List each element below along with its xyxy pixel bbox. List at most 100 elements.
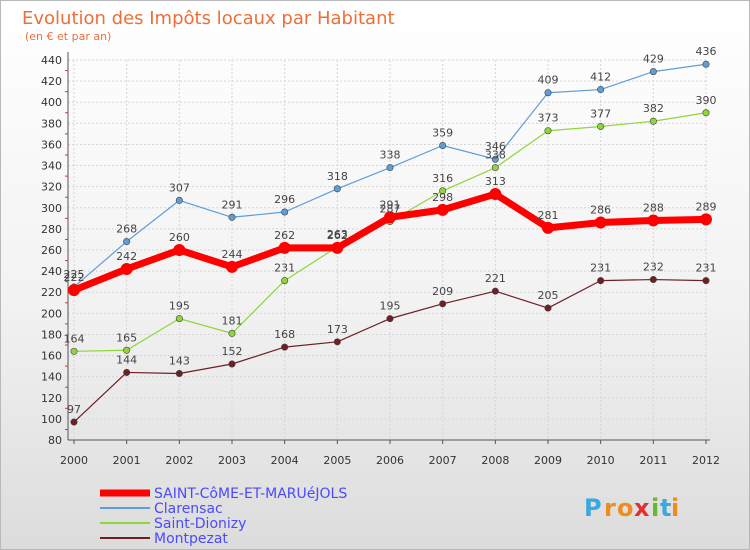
logo-letter: t	[660, 494, 671, 522]
data-point	[175, 196, 183, 204]
data-point	[439, 142, 447, 150]
data-point	[544, 304, 552, 312]
y-tick-label: 280	[41, 223, 62, 236]
x-tick-label: 2012	[692, 454, 720, 467]
y-tick-label: 360	[41, 138, 62, 151]
data-label: 281	[538, 209, 559, 222]
x-tick-label: 2001	[113, 454, 141, 467]
y-tick-label: 100	[41, 413, 62, 426]
chart-title: Evolution des Impôts locaux par Habitant	[22, 8, 395, 29]
data-point	[281, 208, 289, 216]
data-point	[333, 338, 341, 346]
data-point	[173, 244, 186, 256]
x-tick-label: 2006	[376, 454, 404, 467]
data-label: 298	[432, 191, 453, 204]
x-tick-label: 2010	[587, 454, 615, 467]
data-label: 412	[590, 71, 611, 84]
data-point	[647, 214, 660, 227]
data-label: 173	[327, 323, 348, 336]
data-point	[702, 60, 710, 68]
logo-letter: P	[584, 494, 602, 522]
data-point	[594, 216, 607, 229]
data-point	[228, 360, 236, 368]
data-label: 338	[485, 149, 506, 162]
data-label: 288	[643, 201, 664, 214]
data-point	[489, 188, 502, 201]
data-point	[120, 263, 133, 275]
logo-letter: i	[671, 494, 679, 522]
data-point	[597, 277, 605, 285]
data-point	[702, 277, 710, 285]
data-label: 231	[590, 262, 611, 275]
x-tick-label: 2009	[534, 454, 562, 467]
data-point	[175, 315, 183, 323]
data-label: 307	[169, 181, 190, 194]
data-point	[384, 211, 396, 224]
data-label: 97	[67, 403, 81, 416]
data-label: 144	[116, 353, 137, 366]
data-point	[386, 315, 394, 323]
legend: SAINT-CôME-ET-MARUéJOLSClarensacSaint-Di…	[100, 486, 347, 547]
data-label: 262	[274, 229, 295, 242]
x-tick-label: 2002	[165, 454, 193, 467]
data-point	[702, 109, 710, 117]
data-point	[597, 86, 605, 94]
chart-subtitle: (en € et par an)	[25, 30, 111, 43]
y-tick-label: 300	[41, 202, 62, 215]
data-label: 291	[222, 198, 243, 211]
data-label: 429	[643, 53, 664, 66]
y-tick-label: 200	[41, 307, 62, 320]
x-tick-label: 2011	[639, 454, 667, 467]
data-point	[544, 89, 552, 97]
data-label: 338	[380, 149, 401, 162]
data-point	[70, 347, 78, 355]
y-tick-label: 140	[41, 371, 62, 384]
x-tick-label: 2003	[218, 454, 246, 467]
data-label: 262	[327, 229, 348, 242]
data-point	[281, 277, 289, 285]
data-label: 377	[590, 108, 611, 121]
data-point	[123, 346, 131, 354]
data-label: 260	[169, 231, 190, 244]
data-label: 291	[380, 198, 401, 211]
axes: 80 100 120 140 160 180 200 220 240 260 280 300 320 34…	[41, 52, 720, 467]
data-label: 287	[380, 203, 401, 216]
data-label: 165	[116, 331, 137, 344]
y-tick-label: 80	[48, 434, 62, 447]
legend-label-0: SAINT-CôME-ET-MARUéJOLS	[154, 486, 347, 502]
y-tick-label: 440	[41, 54, 62, 67]
series-lines	[68, 60, 712, 426]
data-point	[333, 185, 341, 193]
data-label: 209	[432, 285, 453, 298]
y-tick-label: 180	[41, 328, 62, 341]
data-point	[439, 187, 447, 195]
data-point	[700, 213, 712, 226]
data-label: 316	[432, 172, 453, 185]
data-point	[439, 300, 447, 308]
data-label: 409	[538, 74, 559, 87]
data-label: 221	[485, 272, 506, 285]
data-point	[597, 123, 605, 131]
y-tick-label: 260	[41, 244, 62, 257]
logo-letter: o	[617, 494, 634, 522]
data-label: 205	[538, 289, 559, 302]
data-label: 225	[64, 268, 85, 281]
data-label: 382	[643, 102, 664, 115]
x-tick-label: 2008	[481, 454, 509, 467]
data-point	[544, 127, 552, 135]
data-point	[123, 238, 131, 246]
y-tick-label: 340	[41, 160, 62, 173]
data-point	[281, 343, 289, 351]
logo-letter: x	[634, 494, 650, 522]
data-label: 222	[64, 271, 85, 284]
x-tick-label: 2007	[429, 454, 457, 467]
data-label: 346	[485, 140, 506, 153]
data-point	[436, 203, 449, 216]
y-tick-label: 380	[41, 117, 62, 130]
data-label: 164	[64, 332, 85, 345]
legend-label-3: Montpezat	[154, 531, 228, 547]
y-tick-label: 240	[41, 265, 62, 278]
